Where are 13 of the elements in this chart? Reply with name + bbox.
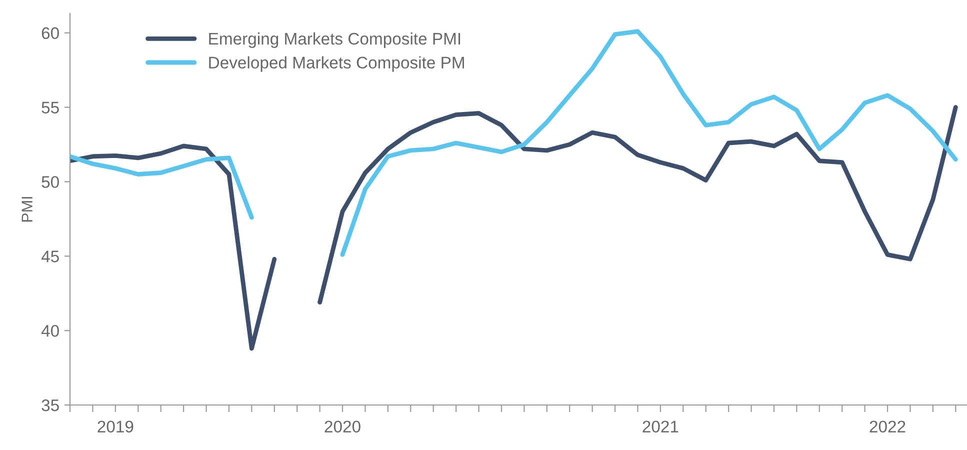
y-tick-label: 55 (42, 102, 59, 114)
y-tick-label: 60 (42, 27, 59, 40)
legend-label: Developed Markets Composite PM (209, 56, 464, 72)
x-tick-label: 2020 (324, 420, 360, 433)
x-tick-label: 2019 (98, 420, 134, 433)
y-tick-label: 35 (42, 399, 59, 412)
y-tick-label: 40 (41, 324, 59, 337)
y-axis-title: PMI (22, 197, 32, 222)
x-tick-label: 2021 (642, 420, 678, 433)
y-tick-label: 45 (41, 250, 59, 262)
y-tick-label: 50 (42, 176, 59, 188)
x-tick-label: 2022 (870, 420, 906, 433)
legend-label: Emerging Markets Composite PMI (209, 32, 460, 48)
